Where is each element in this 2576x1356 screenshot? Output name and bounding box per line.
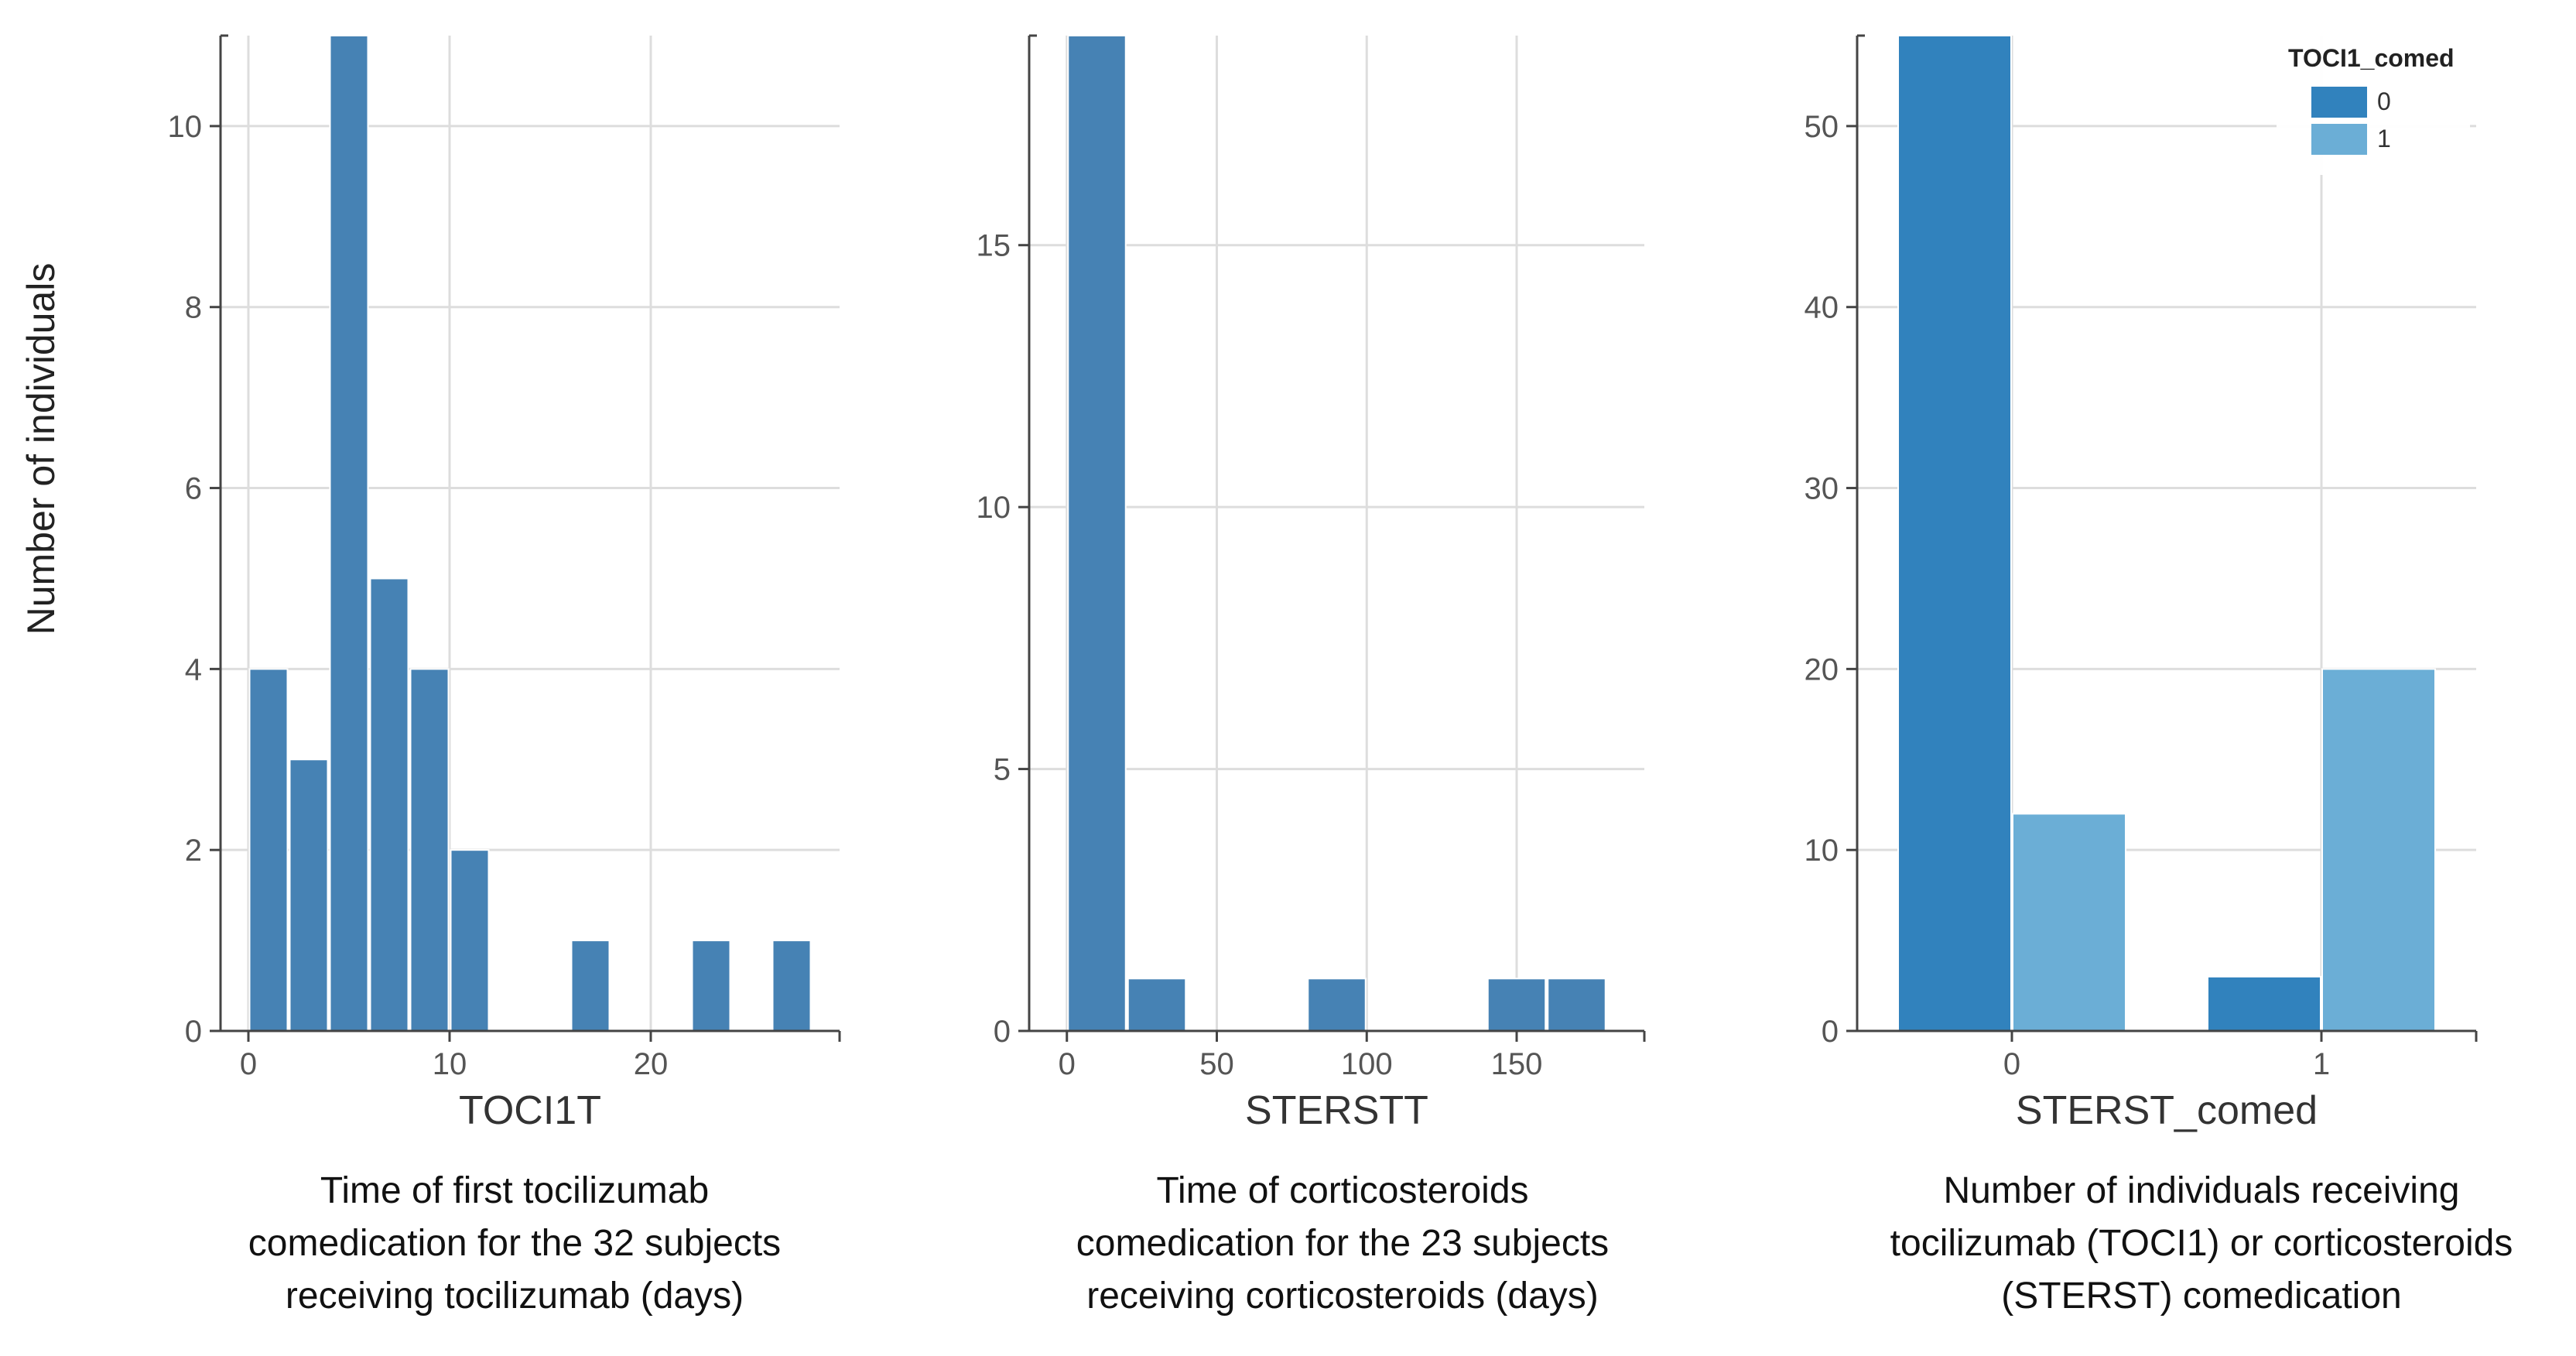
y-tick-label: 4 — [185, 652, 202, 687]
grouped-bar-sterst-comed: 0 10 20 30 40 50 0 1 STERST_comed TOCI1_comed 0 1 — [1805, 34, 2478, 1133]
histogram-bar — [1067, 35, 1127, 1032]
histogram-bar — [450, 849, 490, 1032]
caption-sterstt: Time of corticosteroids comedication for… — [929, 1165, 1757, 1323]
histogram-bar — [369, 577, 409, 1032]
y-tick-label: 50 — [1805, 110, 1839, 144]
histogram-bar — [1547, 978, 1606, 1032]
caption-line: (STERST) comedication — [2001, 1276, 2402, 1317]
x-tick-label: 150 — [1491, 1047, 1543, 1081]
y-tick-label: 10 — [1805, 834, 1839, 868]
histogram-bar — [329, 35, 369, 1032]
y-tick-label: 2 — [185, 834, 202, 868]
y-tick-label: 0 — [994, 1015, 1011, 1049]
histogram-bar — [570, 940, 611, 1032]
y-tick-label: 0 — [1822, 1015, 1839, 1049]
x-tick-label: 1 — [2313, 1047, 2330, 1081]
caption-line: Time of first tocilizumab — [320, 1170, 710, 1211]
legend-swatch-1 — [2311, 124, 2367, 155]
legend-label-1: 1 — [2377, 125, 2391, 152]
bar-series-0 — [2207, 975, 2321, 1032]
legend-label-0: 0 — [2377, 87, 2391, 115]
histogram-bar — [1486, 978, 1547, 1032]
histogram-bar — [289, 758, 329, 1032]
x-axis-title: STERST_comed — [2016, 1088, 2318, 1133]
y-tick-label: 10 — [168, 110, 203, 144]
histogram-bar — [409, 668, 450, 1032]
x-tick-label: 100 — [1341, 1047, 1393, 1081]
legend: TOCI1_comed 0 1 — [2277, 36, 2470, 175]
x-tick-label: 0 — [240, 1047, 257, 1081]
bar-series-1 — [2321, 668, 2436, 1032]
y-tick-label: 6 — [185, 472, 202, 506]
y-tick-label: 40 — [1805, 291, 1839, 325]
caption-line: Number of individuals receiving — [1943, 1170, 2460, 1211]
y-tick-label: 20 — [1805, 652, 1839, 687]
y-tick-label: 5 — [994, 753, 1011, 787]
y-tick-label: 15 — [977, 229, 1011, 263]
histogram-bar — [691, 940, 731, 1032]
caption-line: receiving corticosteroids (days) — [1086, 1276, 1599, 1317]
bar-series-1 — [2012, 813, 2126, 1032]
histogram-bar — [1307, 978, 1367, 1032]
caption-line: Time of corticosteroids — [1156, 1170, 1529, 1211]
x-axis-title: STERSTT — [1245, 1088, 1428, 1133]
x-tick-label: 20 — [634, 1047, 669, 1081]
x-tick-label: 10 — [433, 1047, 467, 1081]
histogram-toci1t: 0 2 4 6 8 10 0 10 20 TOCI1T — [168, 34, 841, 1133]
y-axis-title: Number of individuals — [19, 263, 63, 635]
caption-line: comedication for the 32 subjects — [248, 1223, 782, 1264]
caption-toci1t: Time of first tocilizumab comedication f… — [101, 1165, 929, 1323]
x-tick-label: 0 — [2003, 1047, 2020, 1081]
caption-line: tocilizumab (TOCI1) or corticosteroids — [1890, 1223, 2513, 1264]
y-tick-label: 10 — [977, 491, 1011, 525]
histogram-bar — [771, 940, 812, 1032]
histogram-bar — [248, 668, 289, 1032]
legend-swatch-0 — [2311, 87, 2367, 118]
y-tick-label: 0 — [185, 1015, 202, 1049]
y-tick-label: 8 — [185, 291, 202, 325]
x-axis-title: TOCI1T — [459, 1088, 601, 1133]
legend-background — [2277, 36, 2470, 175]
caption-line: comedication for the 23 subjects — [1076, 1223, 1610, 1264]
bar-series-0 — [1897, 35, 2012, 1032]
histogram-bar — [1127, 978, 1187, 1032]
caption-sterst-comed: Number of individuals receiving tocilizu… — [1772, 1165, 2576, 1323]
legend-title: TOCI1_comed — [2288, 44, 2455, 72]
caption-line: receiving tocilizumab (days) — [285, 1276, 744, 1317]
x-tick-label: 50 — [1199, 1047, 1234, 1081]
y-tick-label: 30 — [1805, 472, 1839, 506]
x-tick-label: 0 — [1059, 1047, 1076, 1081]
